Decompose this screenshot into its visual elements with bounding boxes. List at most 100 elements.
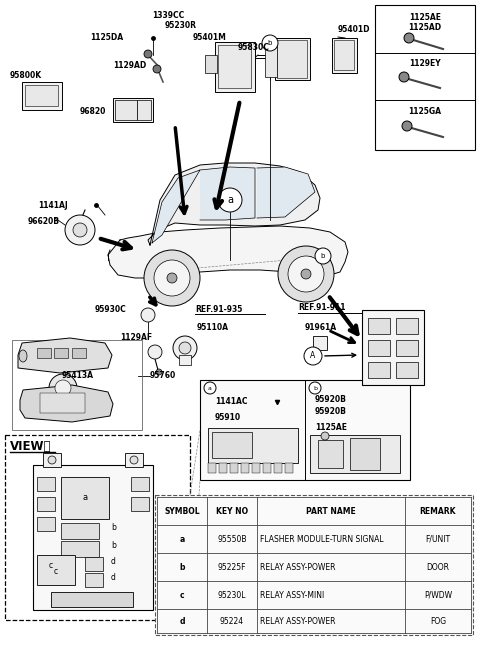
Bar — [51, 592, 133, 607]
Bar — [179, 355, 191, 365]
Bar — [396, 340, 418, 356]
Circle shape — [154, 260, 190, 296]
Text: 95401D: 95401D — [338, 26, 371, 34]
Bar — [396, 362, 418, 378]
Circle shape — [156, 369, 162, 375]
Bar — [37, 348, 51, 358]
Bar — [115, 100, 137, 120]
Bar — [85, 557, 103, 571]
Bar — [252, 463, 260, 473]
Bar — [37, 477, 55, 491]
Text: 95230L: 95230L — [218, 590, 246, 600]
Bar — [265, 42, 277, 77]
Text: b: b — [111, 523, 116, 532]
Bar — [274, 463, 282, 473]
Text: b: b — [321, 253, 325, 259]
Text: 95910: 95910 — [215, 413, 241, 422]
Text: 95920B: 95920B — [315, 407, 347, 416]
Text: a: a — [180, 534, 185, 544]
Text: 1125GA: 1125GA — [408, 107, 442, 117]
Bar — [396, 318, 418, 334]
Bar — [61, 477, 109, 519]
Text: REF.91-935: REF.91-935 — [195, 306, 242, 314]
Bar — [285, 463, 293, 473]
Text: b: b — [313, 386, 317, 391]
Text: VIEWⒶ: VIEWⒶ — [10, 440, 51, 453]
Polygon shape — [148, 163, 320, 245]
Bar — [219, 463, 227, 473]
Circle shape — [144, 250, 200, 306]
Bar — [137, 100, 151, 120]
Text: REF.91-911: REF.91-911 — [298, 304, 346, 312]
Circle shape — [304, 347, 322, 365]
Text: 95225F: 95225F — [218, 563, 246, 571]
Circle shape — [73, 223, 87, 237]
Text: 1125AE: 1125AE — [409, 13, 441, 22]
Circle shape — [278, 246, 334, 302]
Text: 1129EY: 1129EY — [409, 59, 441, 69]
Text: d: d — [111, 556, 116, 565]
Text: 95920B: 95920B — [315, 395, 347, 405]
Bar — [137, 106, 145, 114]
Circle shape — [65, 215, 95, 245]
Bar — [113, 98, 153, 122]
Text: P/WDW: P/WDW — [424, 590, 452, 600]
Bar — [33, 465, 153, 610]
Bar — [37, 497, 55, 511]
Text: 1125AD: 1125AD — [408, 22, 442, 32]
Bar — [215, 42, 255, 92]
Bar — [40, 393, 85, 413]
Circle shape — [130, 456, 138, 464]
Text: a: a — [208, 386, 212, 391]
Text: a: a — [83, 494, 87, 503]
Circle shape — [173, 336, 197, 360]
Bar — [375, 5, 475, 150]
Bar — [318, 440, 343, 468]
Bar — [205, 55, 217, 73]
Circle shape — [55, 380, 71, 396]
Circle shape — [48, 456, 56, 464]
Text: d: d — [179, 617, 185, 625]
Circle shape — [144, 50, 152, 58]
Text: 1125AE: 1125AE — [315, 424, 347, 432]
Text: FLASHER MODULE-TURN SIGNAL: FLASHER MODULE-TURN SIGNAL — [260, 534, 384, 544]
Text: SYMBOL: SYMBOL — [164, 507, 200, 515]
Bar — [208, 428, 298, 463]
Bar — [22, 82, 62, 110]
Circle shape — [153, 65, 161, 73]
Text: 91961A: 91961A — [305, 322, 337, 331]
Bar — [85, 573, 103, 587]
Text: RELAY ASSY-POWER: RELAY ASSY-POWER — [260, 617, 336, 625]
Bar — [5, 435, 190, 620]
Bar — [43, 453, 61, 467]
Bar — [313, 336, 327, 350]
Text: F/UNIT: F/UNIT — [425, 534, 451, 544]
Text: 95110A: 95110A — [197, 322, 229, 331]
Text: c: c — [180, 590, 184, 600]
Text: RELAY ASSY-MINI: RELAY ASSY-MINI — [260, 590, 324, 600]
Bar — [208, 463, 216, 473]
Circle shape — [141, 308, 155, 322]
Text: a: a — [227, 195, 233, 205]
Circle shape — [218, 188, 242, 212]
Bar — [241, 463, 249, 473]
Bar — [25, 85, 58, 106]
Bar — [37, 517, 55, 531]
Bar — [61, 523, 99, 539]
Text: 95800K: 95800K — [10, 71, 42, 80]
Bar — [350, 438, 380, 470]
Circle shape — [167, 273, 177, 283]
Text: 95930C: 95930C — [95, 306, 127, 314]
Bar — [54, 348, 68, 358]
Text: c: c — [54, 567, 58, 575]
Bar — [334, 40, 354, 70]
Bar — [12, 340, 142, 430]
Bar — [368, 340, 390, 356]
Text: FOG: FOG — [430, 617, 446, 625]
Text: 95550B: 95550B — [217, 534, 247, 544]
Bar — [368, 318, 390, 334]
Bar — [61, 541, 99, 557]
Circle shape — [404, 33, 414, 43]
Text: d: d — [111, 573, 116, 581]
Text: PART NAME: PART NAME — [306, 507, 356, 515]
